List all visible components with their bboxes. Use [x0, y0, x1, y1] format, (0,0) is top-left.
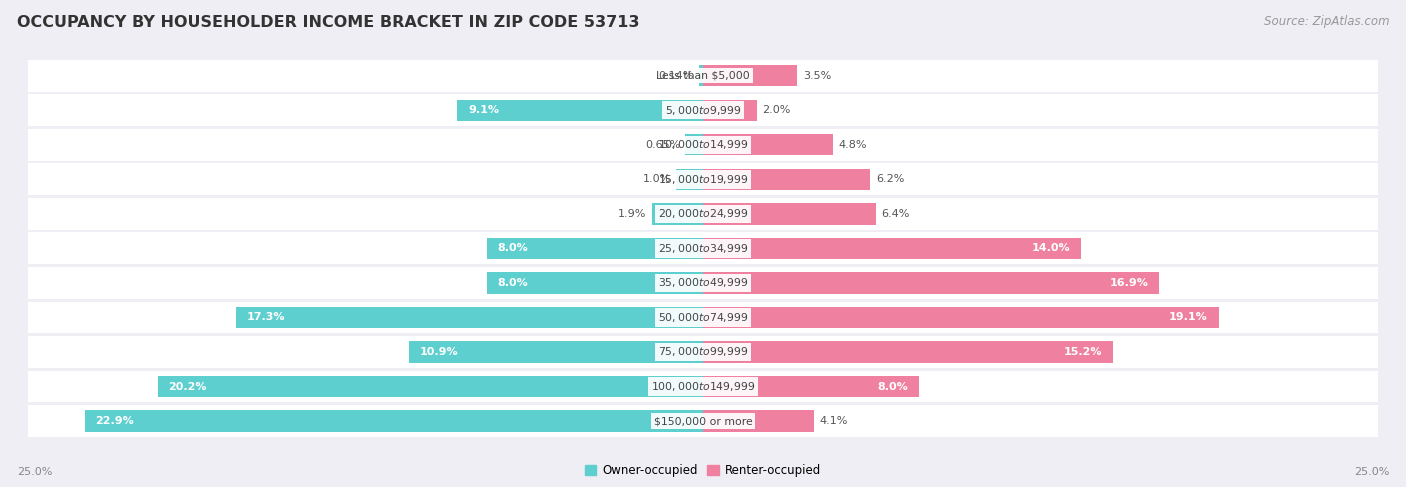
Text: $75,000 to $99,999: $75,000 to $99,999: [658, 345, 748, 358]
Text: 1.0%: 1.0%: [643, 174, 671, 184]
Text: OCCUPANCY BY HOUSEHOLDER INCOME BRACKET IN ZIP CODE 53713: OCCUPANCY BY HOUSEHOLDER INCOME BRACKET …: [17, 15, 640, 30]
Bar: [84, 411, 703, 432]
Text: $50,000 to $74,999: $50,000 to $74,999: [658, 311, 748, 324]
Text: 6.4%: 6.4%: [882, 209, 910, 219]
Text: 1.9%: 1.9%: [617, 209, 647, 219]
Text: $10,000 to $14,999: $10,000 to $14,999: [658, 138, 748, 151]
Bar: [703, 341, 1114, 363]
Bar: [28, 94, 1378, 126]
Text: 17.3%: 17.3%: [247, 313, 285, 322]
Text: 0.14%: 0.14%: [658, 71, 693, 81]
Bar: [28, 301, 1378, 333]
Bar: [652, 203, 703, 225]
Text: $25,000 to $34,999: $25,000 to $34,999: [658, 242, 748, 255]
Bar: [703, 411, 814, 432]
Bar: [457, 99, 703, 121]
Text: 4.1%: 4.1%: [820, 416, 848, 426]
Bar: [703, 272, 1159, 294]
Text: 2.0%: 2.0%: [762, 105, 790, 115]
Bar: [28, 164, 1378, 195]
Text: 19.1%: 19.1%: [1168, 313, 1208, 322]
Bar: [28, 232, 1378, 264]
Text: 8.0%: 8.0%: [498, 244, 529, 253]
Bar: [703, 65, 797, 86]
Text: 0.65%: 0.65%: [645, 140, 681, 150]
Bar: [486, 238, 703, 259]
Text: 4.8%: 4.8%: [838, 140, 866, 150]
Text: $20,000 to $24,999: $20,000 to $24,999: [658, 207, 748, 220]
Text: 8.0%: 8.0%: [498, 278, 529, 288]
Bar: [28, 267, 1378, 299]
Bar: [703, 238, 1081, 259]
Bar: [703, 203, 876, 225]
Text: 3.5%: 3.5%: [803, 71, 831, 81]
Text: 6.2%: 6.2%: [876, 174, 904, 184]
Text: $5,000 to $9,999: $5,000 to $9,999: [665, 104, 741, 117]
Text: $15,000 to $19,999: $15,000 to $19,999: [658, 173, 748, 186]
Text: $100,000 to $149,999: $100,000 to $149,999: [651, 380, 755, 393]
Text: Source: ZipAtlas.com: Source: ZipAtlas.com: [1264, 15, 1389, 28]
Bar: [686, 134, 703, 155]
Legend: Owner-occupied, Renter-occupied: Owner-occupied, Renter-occupied: [579, 459, 827, 482]
Text: 8.0%: 8.0%: [877, 381, 908, 392]
Bar: [676, 169, 703, 190]
Text: 10.9%: 10.9%: [419, 347, 458, 357]
Text: 15.2%: 15.2%: [1064, 347, 1102, 357]
Bar: [703, 134, 832, 155]
Bar: [486, 272, 703, 294]
Bar: [28, 129, 1378, 161]
Text: 14.0%: 14.0%: [1032, 244, 1070, 253]
Bar: [28, 371, 1378, 402]
Bar: [28, 405, 1378, 437]
Bar: [28, 198, 1378, 230]
Bar: [28, 60, 1378, 92]
Text: 16.9%: 16.9%: [1109, 278, 1149, 288]
Text: $150,000 or more: $150,000 or more: [654, 416, 752, 426]
Text: 9.1%: 9.1%: [468, 105, 499, 115]
Bar: [703, 307, 1219, 328]
Bar: [157, 376, 703, 397]
Bar: [409, 341, 703, 363]
Bar: [703, 99, 756, 121]
Bar: [699, 65, 703, 86]
Text: $35,000 to $49,999: $35,000 to $49,999: [658, 277, 748, 289]
Text: 25.0%: 25.0%: [17, 467, 52, 477]
Bar: [28, 336, 1378, 368]
Text: 22.9%: 22.9%: [96, 416, 135, 426]
Bar: [703, 169, 870, 190]
Bar: [236, 307, 703, 328]
Text: Less than $5,000: Less than $5,000: [657, 71, 749, 81]
Bar: [703, 376, 920, 397]
Text: 20.2%: 20.2%: [169, 381, 207, 392]
Text: 25.0%: 25.0%: [1354, 467, 1389, 477]
